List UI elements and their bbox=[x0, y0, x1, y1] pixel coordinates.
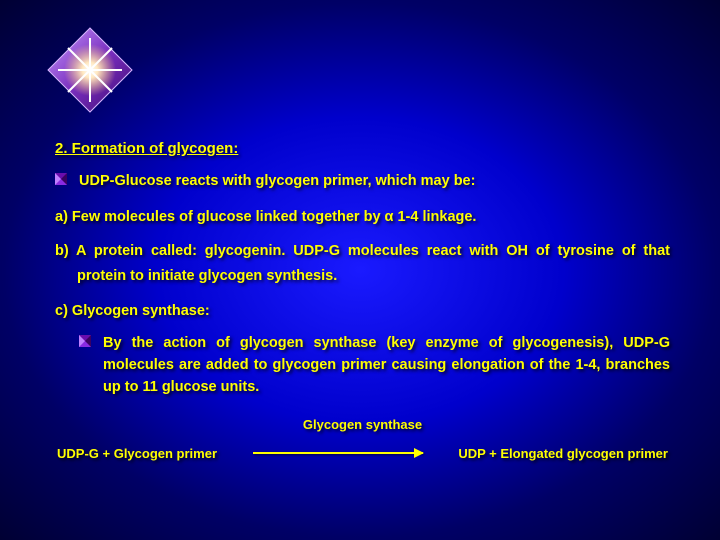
reaction-diagram: Glycogen synthase UDP-G + Glycogen prime… bbox=[55, 417, 670, 461]
section-heading: 2. Formation of glycogen: bbox=[55, 140, 670, 157]
enzyme-label: Glycogen synthase bbox=[55, 417, 670, 432]
slide-content: 2. Formation of glycogen: UDP-Glucose re… bbox=[55, 140, 670, 461]
arrow-icon bbox=[253, 452, 423, 454]
bullet-item: By the action of glycogen synthase (key … bbox=[55, 333, 670, 398]
reaction-product: UDP + Elongated glycogen primer bbox=[458, 446, 668, 461]
reaction-substrate: UDP-G + Glycogen primer bbox=[57, 446, 217, 461]
paragraph-c: c) Glycogen synthase: bbox=[55, 299, 670, 324]
bullet-item: UDP-Glucose reacts with glycogen primer,… bbox=[55, 171, 670, 193]
diamond-bullet-icon bbox=[55, 173, 67, 185]
paragraph-b: b) A protein called: glycogenin. UDP-G m… bbox=[55, 239, 670, 288]
paragraph-a: a) Few molecules of glucose linked toget… bbox=[55, 205, 670, 230]
corner-decoration bbox=[40, 20, 140, 120]
diamond-bullet-icon bbox=[79, 335, 91, 347]
bullet-text: UDP-Glucose reacts with glycogen primer,… bbox=[79, 171, 475, 193]
bullet-text: By the action of glycogen synthase (key … bbox=[103, 333, 670, 398]
